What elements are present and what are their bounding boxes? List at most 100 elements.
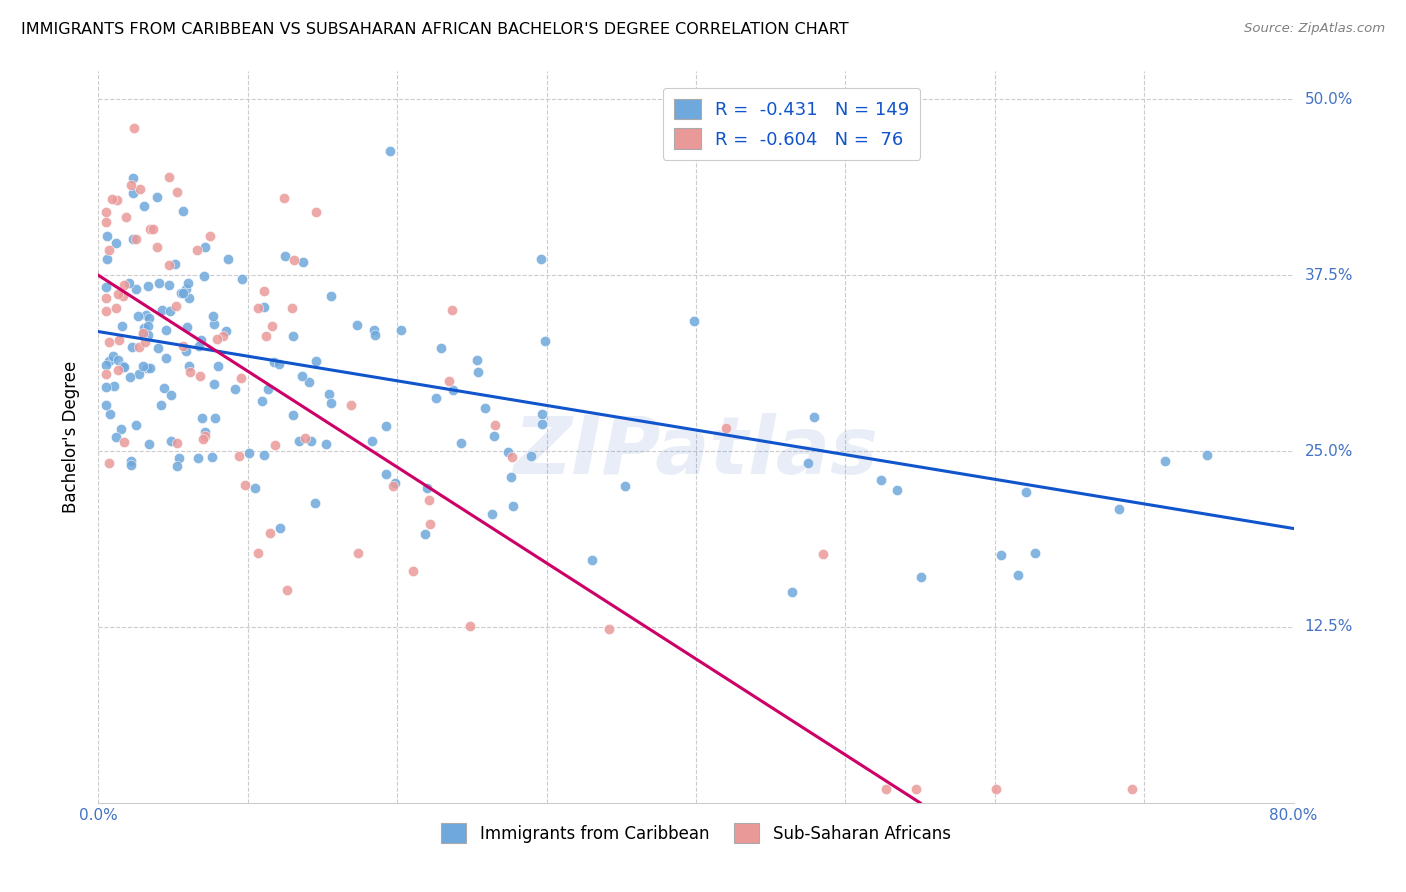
- Point: [217, 252, 239, 266]
- Point: [125, 282, 148, 296]
- Point: [105, 194, 128, 208]
- Point: [149, 398, 172, 412]
- Point: [319, 396, 342, 410]
- Point: [886, 483, 908, 497]
- Point: [273, 190, 295, 204]
- Point: [157, 278, 180, 293]
- Point: [252, 300, 274, 314]
- Point: [875, 781, 897, 796]
- Point: [94, 280, 117, 294]
- Point: [107, 287, 129, 301]
- Point: [198, 229, 221, 244]
- Point: [263, 354, 285, 368]
- Point: [803, 410, 825, 425]
- Point: [191, 432, 214, 446]
- Point: [97, 456, 120, 470]
- Point: [294, 431, 316, 445]
- Point: [96, 252, 118, 266]
- Point: [1153, 454, 1175, 468]
- Point: [375, 419, 398, 434]
- Point: [430, 341, 453, 355]
- Point: [361, 434, 384, 448]
- Point: [173, 286, 195, 301]
- Point: [160, 388, 183, 402]
- Point: [437, 374, 460, 388]
- Point: [402, 564, 425, 578]
- Point: [291, 369, 314, 384]
- Point: [114, 211, 136, 225]
- Point: [262, 319, 284, 334]
- Text: IMMIGRANTS FROM CARIBBEAN VS SUBSAHARAN AFRICAN BACHELOR'S DEGREE CORRELATION CH: IMMIGRANTS FROM CARIBBEAN VS SUBSAHARAN …: [21, 22, 849, 37]
- Point: [254, 328, 277, 343]
- Point: [531, 417, 554, 431]
- Point: [441, 384, 464, 398]
- Point: [496, 445, 519, 459]
- Point: [416, 481, 439, 495]
- Point: [136, 318, 159, 333]
- Point: [94, 215, 117, 229]
- Point: [146, 240, 169, 254]
- Point: [474, 401, 496, 415]
- Point: [1121, 781, 1143, 796]
- Point: [682, 314, 704, 328]
- Point: [318, 387, 340, 401]
- Point: [94, 368, 117, 382]
- Point: [281, 408, 304, 422]
- Point: [169, 451, 191, 466]
- Point: [165, 299, 187, 313]
- Point: [105, 430, 128, 444]
- Point: [96, 398, 118, 412]
- Point: [157, 259, 180, 273]
- Point: [176, 343, 198, 358]
- Point: [813, 547, 835, 561]
- Point: [105, 301, 128, 315]
- Y-axis label: Bachelor's Degree: Bachelor's Degree: [62, 361, 80, 513]
- Point: [194, 240, 217, 254]
- Point: [267, 357, 290, 371]
- Point: [174, 282, 197, 296]
- Point: [121, 232, 143, 246]
- Point: [194, 425, 217, 440]
- Point: [98, 244, 121, 258]
- Point: [530, 408, 553, 422]
- Point: [96, 229, 118, 244]
- Point: [253, 448, 276, 462]
- Point: [224, 382, 246, 396]
- Point: [484, 418, 506, 433]
- Point: [501, 450, 523, 465]
- Point: [128, 339, 150, 353]
- Point: [177, 359, 200, 373]
- Point: [252, 394, 274, 409]
- Point: [363, 323, 385, 337]
- Point: [797, 456, 820, 470]
- Point: [112, 359, 135, 374]
- Text: 37.5%: 37.5%: [1305, 268, 1353, 283]
- Point: [94, 380, 117, 394]
- Point: [253, 285, 276, 299]
- Point: [148, 277, 170, 291]
- Point: [112, 278, 135, 293]
- Point: [135, 308, 157, 322]
- Point: [315, 437, 337, 451]
- Point: [292, 254, 315, 268]
- Point: [194, 428, 217, 442]
- Point: [520, 449, 543, 463]
- Point: [202, 377, 225, 392]
- Point: [299, 434, 322, 448]
- Point: [110, 422, 132, 436]
- Point: [233, 477, 256, 491]
- Point: [118, 369, 141, 384]
- Point: [160, 434, 183, 448]
- Point: [120, 454, 142, 468]
- Point: [135, 360, 157, 375]
- Text: 12.5%: 12.5%: [1305, 619, 1353, 634]
- Point: [120, 178, 142, 193]
- Point: [134, 334, 156, 349]
- Point: [231, 271, 253, 285]
- Point: [319, 289, 342, 303]
- Point: [138, 311, 160, 326]
- Point: [305, 353, 328, 368]
- Point: [146, 341, 169, 355]
- Point: [380, 144, 402, 158]
- Point: [276, 582, 298, 597]
